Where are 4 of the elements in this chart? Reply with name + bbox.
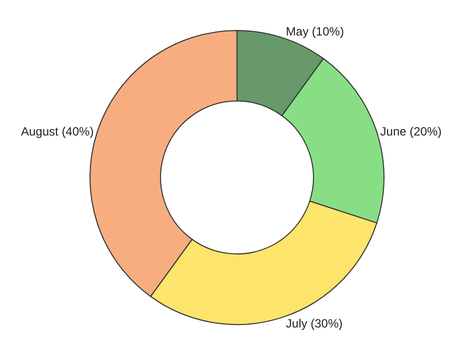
slice-label: May (10%) xyxy=(286,24,344,38)
slice-label: June (20%) xyxy=(380,124,442,138)
slice-label: August (40%) xyxy=(20,124,94,138)
slice-label: July (30%) xyxy=(286,316,343,331)
